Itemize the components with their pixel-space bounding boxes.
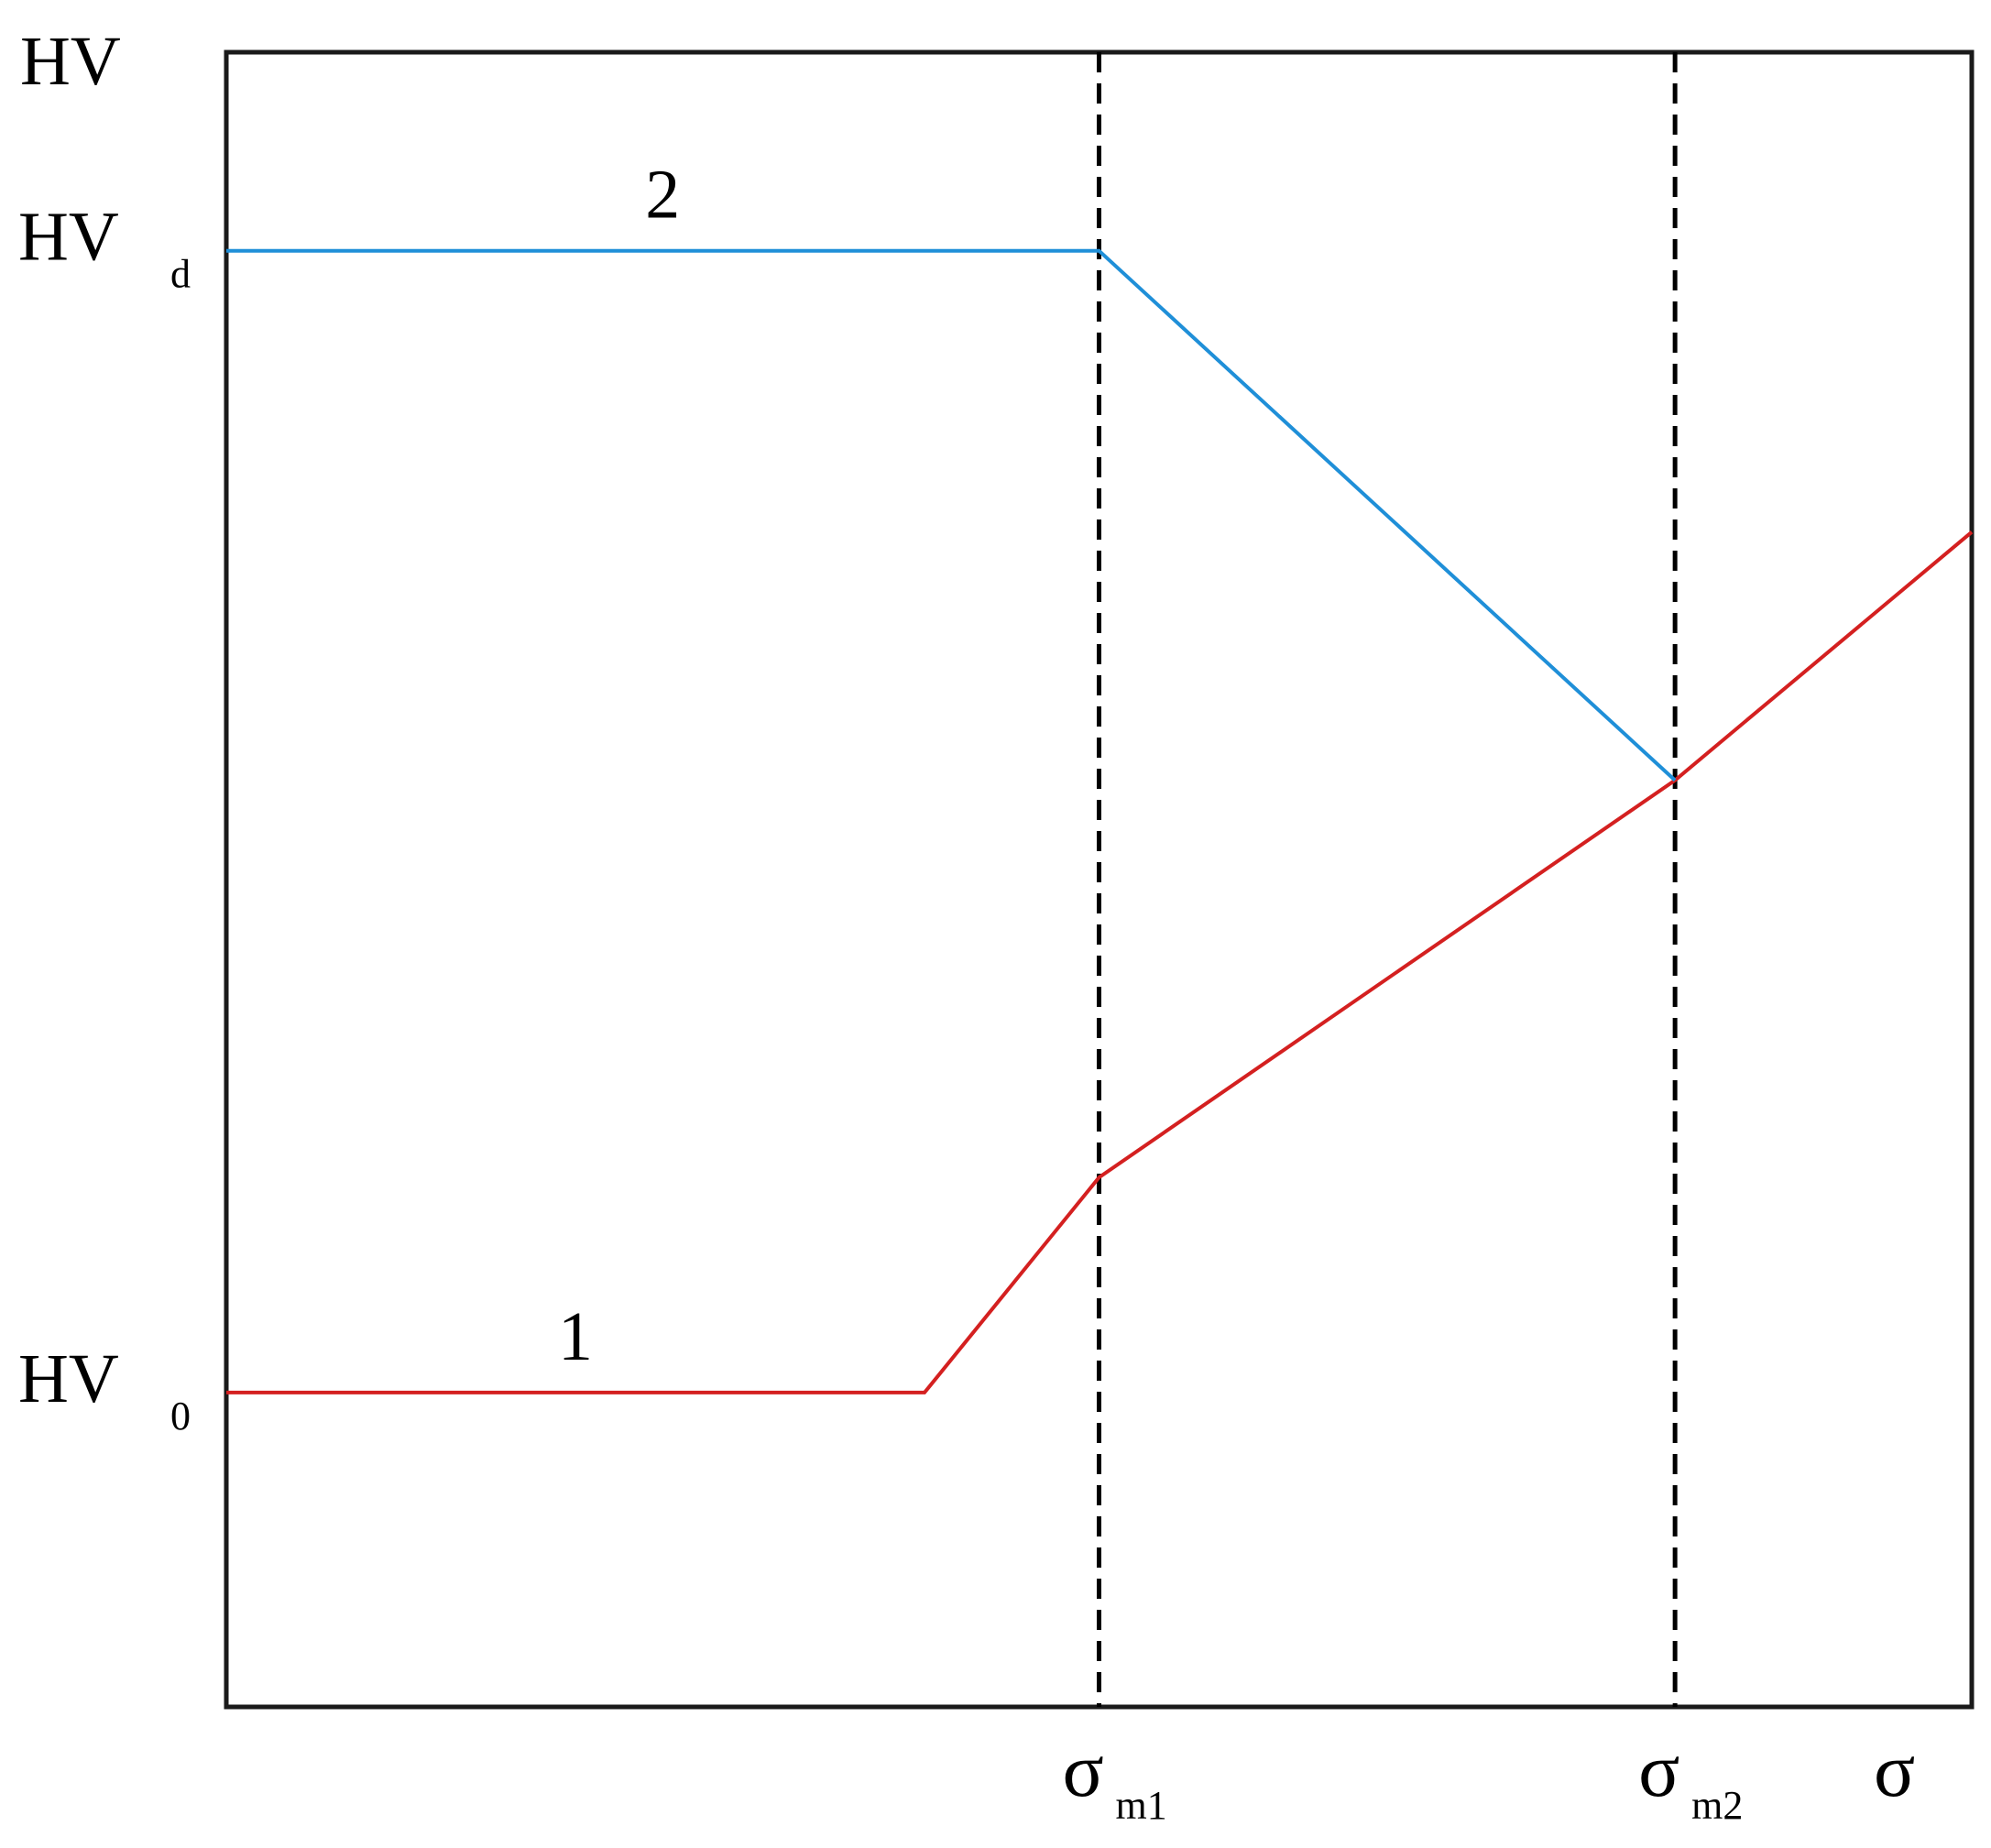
- y-tick-sub-0: 0: [170, 1394, 191, 1438]
- series-label-2: 2: [645, 157, 680, 234]
- y-tick-labels: HV 0 HV d: [18, 199, 191, 1438]
- series-line-1: [226, 530, 1974, 1394]
- series-labels: 12: [558, 157, 680, 1375]
- y-axis-label: HV: [20, 23, 121, 100]
- reference-lines: [1097, 52, 1678, 1707]
- series-label-1: 1: [558, 1298, 593, 1375]
- x-tick-label-m2: σ: [1638, 1728, 1679, 1813]
- y-tick-sub-d: d: [170, 252, 191, 297]
- x-tick-sub-m1: m1: [1116, 1783, 1167, 1828]
- series-lines: [226, 248, 1974, 1394]
- x-tick-labels: σ m1 σ m2: [1063, 1728, 1744, 1828]
- x-tick-sub-m2: m2: [1691, 1783, 1743, 1828]
- y-tick-label-0: HV: [18, 1340, 119, 1417]
- x-axis-label: σ: [1874, 1728, 1915, 1813]
- x-tick-label-m1: σ: [1063, 1728, 1104, 1813]
- y-tick-label-d: HV: [18, 199, 119, 276]
- series-line-2: [226, 248, 1677, 782]
